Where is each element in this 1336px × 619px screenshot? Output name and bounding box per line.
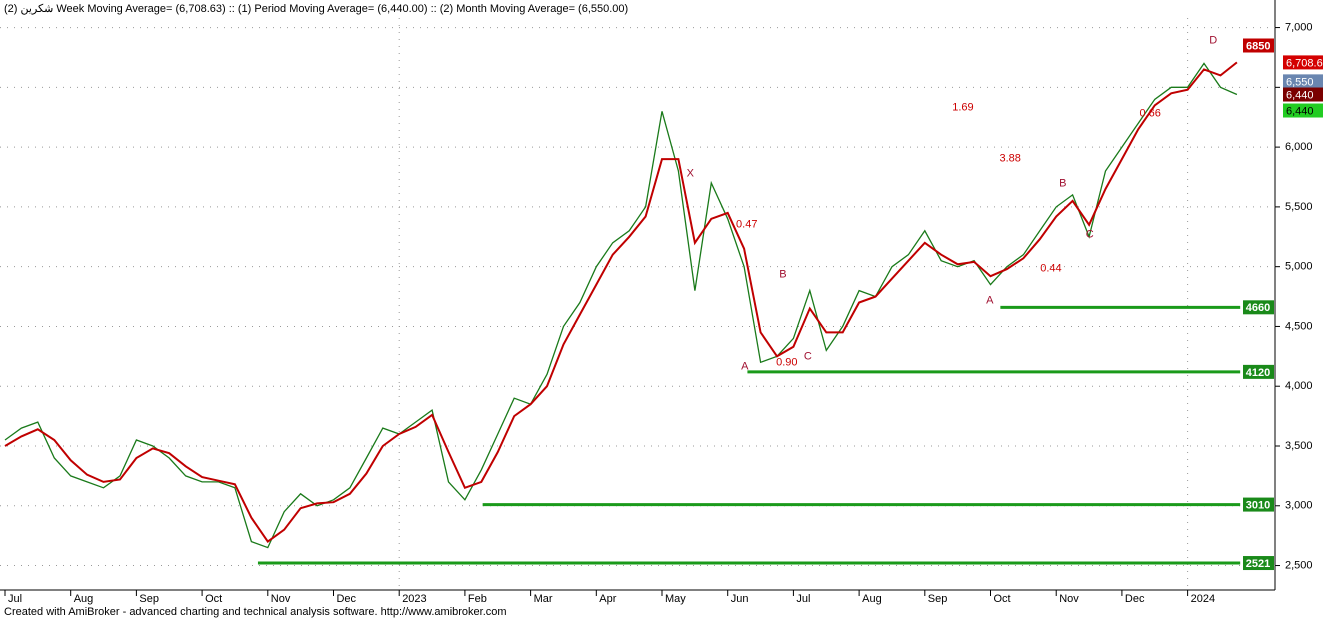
annotation: 0.47 — [736, 218, 757, 230]
annotation: 1.69 — [952, 101, 973, 113]
price-label: 6850 — [1246, 40, 1270, 52]
series-line — [4, 61, 1238, 544]
price-box — [1283, 103, 1323, 118]
x-tick-label: Aug — [862, 593, 882, 605]
x-tick-label: Sep — [928, 593, 948, 605]
x-tick-label: Aug — [74, 593, 94, 605]
level-box — [1243, 556, 1274, 571]
annotation: B — [779, 268, 786, 280]
price-box — [1283, 87, 1323, 102]
y-tick-label: 6,000 — [1285, 141, 1313, 153]
annotation: B — [1059, 177, 1066, 189]
x-tick-label: May — [665, 593, 686, 605]
level-box — [1243, 364, 1274, 379]
price-box — [1283, 74, 1323, 89]
level-box — [1243, 300, 1274, 315]
annotation: 3.88 — [1000, 152, 1021, 164]
x-tick-label: Apr — [599, 593, 616, 605]
x-tick-label: 2023 — [402, 593, 426, 605]
x-tick-label: Dec — [336, 593, 356, 605]
y-tick-label: 3,500 — [1285, 440, 1313, 452]
level-label: 2521 — [1246, 558, 1270, 570]
price-label: 6,440 — [1286, 89, 1314, 101]
series-line — [4, 62, 1238, 549]
x-tick-label: 2024 — [1191, 593, 1215, 605]
annotation: C — [804, 350, 812, 362]
annotation: 0.90 — [776, 356, 797, 368]
level-label: 3010 — [1246, 499, 1270, 511]
annotation: A — [741, 360, 749, 372]
level-box — [1243, 497, 1274, 512]
y-tick-label: 2,500 — [1285, 559, 1313, 571]
y-tick-label: 4,000 — [1285, 380, 1313, 392]
x-tick-label: Nov — [271, 593, 291, 605]
x-tick-label: Oct — [994, 593, 1011, 605]
annotation: A — [986, 294, 994, 306]
y-tick-label: 5,000 — [1285, 261, 1313, 273]
x-tick-label: Dec — [1125, 593, 1145, 605]
level-label: 4660 — [1246, 302, 1270, 314]
price-box — [1243, 38, 1274, 53]
y-tick-label: 5,500 — [1285, 201, 1313, 213]
y-tick-label: 7,000 — [1285, 21, 1313, 33]
y-tick-label: 3,000 — [1285, 500, 1313, 512]
x-tick-label: Feb — [468, 593, 487, 605]
x-tick-label: Mar — [534, 593, 553, 605]
x-tick-label: Sep — [139, 593, 159, 605]
price-label: 6,550 — [1286, 76, 1314, 88]
y-tick-label: 4,500 — [1285, 320, 1313, 332]
annotation: X — [687, 167, 695, 179]
chart-title: شكرين (2) Week Moving Average= (6,708.63… — [4, 3, 628, 15]
price-label: 6,708.63 — [1286, 57, 1329, 69]
x-tick-label: Nov — [1059, 593, 1079, 605]
level-label: 4120 — [1246, 367, 1270, 379]
x-tick-label: Jul — [8, 593, 22, 605]
annotation: D — [1209, 35, 1217, 47]
footer: Created with AmiBroker - advanced charti… — [4, 606, 507, 618]
annotation: 0.44 — [1040, 262, 1061, 274]
annotation: 0.66 — [1139, 107, 1160, 119]
price-label: 6,440 — [1286, 105, 1314, 117]
x-tick-label: Jun — [731, 593, 749, 605]
annotation: C — [1086, 228, 1094, 240]
x-tick-label: Oct — [205, 593, 222, 605]
price-box — [1283, 55, 1323, 70]
x-tick-label: Jul — [796, 593, 810, 605]
